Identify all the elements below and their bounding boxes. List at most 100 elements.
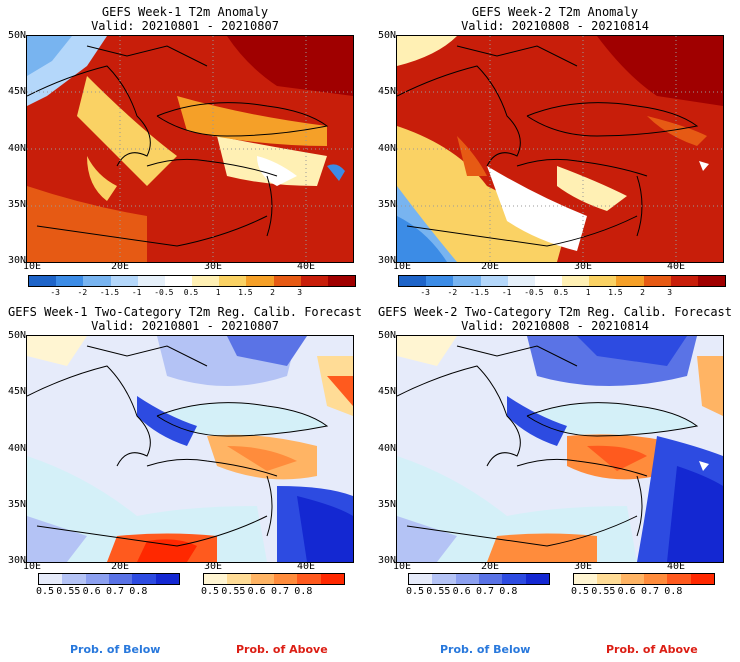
colorbar-tick-label: 0.6 — [82, 586, 101, 597]
panel-valid-date: Valid: 20210801 - 20210807 — [91, 319, 279, 333]
lon-label: 10E — [22, 261, 42, 272]
colorbar-tick-label: 0.5 — [35, 586, 55, 597]
colorbar-tick-label: -2 — [77, 288, 88, 297]
colorbar-swatch — [480, 276, 508, 286]
colorbar-tick-label: 0.55 — [56, 586, 81, 597]
lon-label: 10E — [392, 561, 412, 572]
lat-label: 50N — [377, 330, 396, 341]
lon-label: 10E — [22, 561, 42, 572]
prob-below-legend: Prob. of Below — [440, 643, 531, 656]
colorbar-swatch — [83, 276, 111, 286]
colorbar-tick-label: 0.7 — [475, 586, 495, 597]
colorbar-tick-label: 3 — [667, 288, 673, 297]
colorbar-swatch — [426, 276, 454, 286]
panel-title: GEFS Week-1 T2m Anomaly — [101, 5, 269, 19]
colorbar-swatch — [597, 574, 621, 584]
lon-label: 40E — [666, 261, 686, 272]
colorbar-tick-label: -1.5 — [99, 288, 120, 297]
lat-label: 35N — [377, 199, 396, 210]
colorbar-swatch — [455, 574, 479, 584]
lat-label: 40N — [7, 443, 26, 454]
lat-label: 35N — [377, 499, 396, 510]
colorbar-swatch — [534, 276, 563, 286]
prob-below-colorbar — [38, 573, 180, 585]
prob-above-colorbar — [203, 573, 345, 585]
colorbar-tick-label: 1 — [215, 288, 221, 297]
lon-label: 20E — [110, 561, 130, 572]
panel-title: GEFS Week-2 T2m Anomaly — [471, 5, 639, 19]
colorbar-tick-label: -0.5 — [524, 288, 544, 297]
colorbar-swatch — [110, 276, 138, 286]
colorbar-swatch — [132, 574, 156, 584]
panel-week2-anomaly: GEFS Week-2 T2m Anomaly Valid: 20210808 … — [370, 0, 740, 300]
colorbar-tick-label: -1 — [131, 288, 142, 297]
colorbar-tick-label: 0.5 — [200, 586, 220, 597]
colorbar-tick-label: 0.7 — [640, 586, 660, 597]
colorbar-swatch — [192, 276, 220, 286]
colorbar-tick-label: 0.7 — [270, 586, 290, 597]
colorbar-tick-label: 2 — [270, 288, 275, 297]
colorbar-swatch — [620, 574, 644, 584]
lat-label: 30N — [7, 255, 26, 266]
lat-label: 40N — [377, 443, 396, 454]
colorbar-swatch — [670, 276, 698, 286]
colorbar-swatch — [320, 574, 344, 584]
colorbar-tick-label: 0.8 — [129, 586, 148, 597]
lon-label: 30E — [203, 261, 223, 272]
panel-title: GEFS Week-2 Two-Category T2m Reg. Calib.… — [377, 305, 732, 319]
lat-label: 50N — [7, 330, 26, 341]
colorbar-swatch — [227, 574, 251, 584]
colorbar-swatch — [562, 276, 590, 286]
colorbar-tick-label: -3 — [420, 288, 430, 297]
lat-label: 40N — [7, 143, 26, 154]
colorbar-swatch — [155, 574, 179, 584]
lon-label: 30E — [573, 261, 593, 272]
colorbar-swatch — [589, 276, 617, 286]
prob-above-legend: Prob. of Above — [236, 643, 328, 656]
colorbar-swatch — [690, 574, 714, 584]
colorbar-swatch — [164, 276, 193, 286]
colorbar-swatch — [300, 276, 328, 286]
colorbar-swatch — [525, 574, 549, 584]
lon-label: 20E — [480, 561, 500, 572]
colorbar-swatch — [327, 276, 356, 286]
colorbar-tick-label: 1.5 — [608, 288, 623, 297]
colorbar-swatch — [246, 276, 274, 286]
colorbar-tick-label: -0.5 — [154, 288, 174, 297]
lon-label: 30E — [203, 561, 223, 572]
colorbar-tick-label: -1 — [501, 288, 512, 297]
colorbar-tick-label: 0.8 — [664, 586, 683, 597]
anomaly-map-week1 — [26, 35, 354, 263]
colorbar-tick-label: 1.5 — [238, 288, 253, 297]
panel-week1-probability: GEFS Week-1 Two-Category T2m Reg. Calib.… — [0, 300, 370, 662]
lon-label: 40E — [296, 561, 316, 572]
lon-label: 20E — [110, 261, 130, 272]
prob-below-legend: Prob. of Below — [70, 643, 161, 656]
colorbar-tick-label: 0.5 — [405, 586, 425, 597]
probability-map-week1 — [26, 335, 354, 563]
colorbar-swatch — [39, 574, 63, 584]
lat-label: 50N — [7, 30, 26, 41]
colorbar-tick-label: 0.6 — [617, 586, 636, 597]
prob-above-colorbar — [573, 573, 715, 585]
colorbar-swatch — [108, 574, 133, 584]
colorbar-swatch — [29, 276, 57, 286]
colorbar-swatch — [453, 276, 481, 286]
colorbar-swatch — [432, 574, 456, 584]
colorbar-swatch — [399, 276, 427, 286]
colorbar-swatch — [219, 276, 247, 286]
colorbar-tick-label: 0.6 — [452, 586, 471, 597]
colorbar-tick-label: 0.6 — [247, 586, 266, 597]
lon-label: 30E — [573, 561, 593, 572]
lat-label: 50N — [377, 30, 396, 41]
lon-label: 40E — [666, 561, 686, 572]
lat-label: 30N — [377, 255, 396, 266]
colorbar-swatch — [697, 276, 726, 286]
colorbar-swatch — [478, 574, 503, 584]
anomaly-colorbar — [398, 275, 726, 287]
colorbar-swatch — [137, 276, 165, 286]
colorbar-swatch — [56, 276, 84, 286]
colorbar-swatch — [409, 574, 433, 584]
lon-label: 10E — [392, 261, 412, 272]
colorbar-tick-label: 0.7 — [105, 586, 125, 597]
